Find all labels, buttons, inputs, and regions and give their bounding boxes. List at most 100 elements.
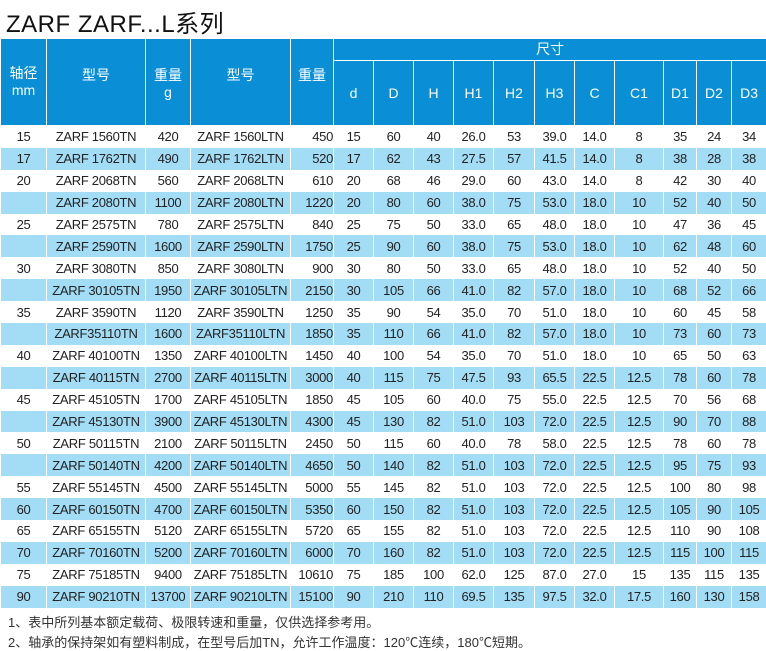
- cell-dim-c: 22.5: [575, 520, 615, 542]
- cell-dim-h1: 33.0: [454, 257, 494, 279]
- cell-dim-d: 150: [374, 498, 414, 520]
- cell-dim-d3: 50: [732, 257, 766, 279]
- cell-shaft: [1, 323, 47, 345]
- cell-dim-d3: 78: [732, 367, 766, 389]
- cell-model: ZARF 60150TN: [47, 498, 146, 520]
- cell-dim-h1: 33.0: [454, 214, 494, 236]
- header-dim-h2: H2: [494, 61, 535, 126]
- cell-dim-d: 60: [374, 126, 414, 148]
- cell-shaft: 30: [1, 257, 47, 279]
- cell-dim-d3: 98: [732, 476, 766, 498]
- cell-dim-h2: 78: [494, 432, 535, 454]
- cell-dim-c1: 8: [615, 170, 664, 192]
- cell-dim-d1: 135: [664, 564, 697, 586]
- cell-dim-d1: 78: [664, 432, 697, 454]
- cell-model: ZARF 45105TN: [47, 389, 146, 411]
- cell-weight: 4200: [146, 454, 191, 476]
- cell-dim-d3: 115: [732, 542, 766, 564]
- cell-dim-d2: 45: [697, 301, 732, 323]
- cell-weight: 850: [146, 257, 191, 279]
- cell-dim-h2: 65: [494, 214, 535, 236]
- cell-dim-h2: 103: [494, 520, 535, 542]
- cell-dim-d1: 35: [664, 126, 697, 148]
- cell-dim-h: 82: [414, 498, 454, 520]
- cell-dim-d: 25: [334, 235, 374, 257]
- cell-dim-h2: 103: [494, 476, 535, 498]
- cell-dim-h1: 38.0: [454, 235, 494, 257]
- cell-dim-h: 110: [414, 586, 454, 608]
- cell-dim-c: 22.5: [575, 432, 615, 454]
- cell-dim-d3: 73: [732, 323, 766, 345]
- cell-weight-l: 5350: [291, 498, 334, 520]
- header-dim-d3: D3: [732, 61, 766, 126]
- cell-dim-d1: 42: [664, 170, 697, 192]
- header-dim-d2: D2: [697, 61, 732, 126]
- cell-weight-l: 2450: [291, 432, 334, 454]
- cell-shaft: 15: [1, 126, 47, 148]
- cell-dim-d1: 62: [664, 235, 697, 257]
- cell-dim-c1: 12.5: [615, 476, 664, 498]
- cell-dim-d2: 80: [697, 476, 732, 498]
- cell-dim-h2: 70: [494, 301, 535, 323]
- cell-dim-d: 68: [374, 170, 414, 192]
- cell-dim-c1: 12.5: [615, 411, 664, 433]
- header-weight-label: 重量: [154, 67, 182, 83]
- header-weight-l: 重量: [291, 39, 334, 126]
- cell-dim-c: 18.0: [575, 323, 615, 345]
- cell-dim-h: 54: [414, 345, 454, 367]
- cell-model-l: ZARF 50140LTN: [191, 454, 291, 476]
- cell-dim-h2: 103: [494, 498, 535, 520]
- cell-weight: 1950: [146, 279, 191, 301]
- cell-dim-h3: 53.0: [535, 235, 575, 257]
- cell-dim-h: 50: [414, 257, 454, 279]
- cell-dim-d: 62: [374, 148, 414, 170]
- cell-shaft: 50: [1, 432, 47, 454]
- cell-weight-l: 4300: [291, 411, 334, 433]
- cell-dim-d: 20: [334, 192, 374, 214]
- cell-model: ZARF 1762TN: [47, 148, 146, 170]
- cell-dim-d3: 38: [732, 148, 766, 170]
- header-dim-d: D: [374, 61, 414, 126]
- cell-model: ZARF 55145TN: [47, 476, 146, 498]
- cell-dim-d1: 78: [664, 367, 697, 389]
- cell-shaft: 60: [1, 498, 47, 520]
- cell-dim-d3: 66: [732, 279, 766, 301]
- cell-dim-d: 75: [374, 214, 414, 236]
- cell-dim-d: 160: [374, 542, 414, 564]
- cell-dim-c1: 12.5: [615, 432, 664, 454]
- cell-dim-h: 40: [414, 126, 454, 148]
- cell-dim-d1: 70: [664, 389, 697, 411]
- header-dim-h1: H1: [454, 61, 494, 126]
- cell-dim-c: 32.0: [575, 586, 615, 608]
- cell-weight-l: 1220: [291, 192, 334, 214]
- cell-dim-h2: 93: [494, 367, 535, 389]
- cell-shaft: 17: [1, 148, 47, 170]
- cell-dim-d: 100: [374, 345, 414, 367]
- cell-dim-c: 27.0: [575, 564, 615, 586]
- cell-dim-c1: 10: [615, 323, 664, 345]
- cell-dim-c: 18.0: [575, 279, 615, 301]
- cell-dim-c: 18.0: [575, 301, 615, 323]
- cell-dim-h3: 72.0: [535, 476, 575, 498]
- cell-dim-d2: 30: [697, 170, 732, 192]
- cell-weight: 420: [146, 126, 191, 148]
- cell-dim-h3: 48.0: [535, 214, 575, 236]
- cell-dim-h1: 41.0: [454, 279, 494, 301]
- cell-weight-l: 3000: [291, 367, 334, 389]
- cell-model-l: ZARF35110LTN: [191, 323, 291, 345]
- cell-dim-d2: 52: [697, 279, 732, 301]
- cell-dim-h: 43: [414, 148, 454, 170]
- cell-dim-d: 50: [334, 454, 374, 476]
- cell-dim-h1: 35.0: [454, 301, 494, 323]
- cell-dim-d2: 28: [697, 148, 732, 170]
- cell-dim-d: 75: [334, 564, 374, 586]
- header-shaft-label: 轴径: [10, 65, 38, 81]
